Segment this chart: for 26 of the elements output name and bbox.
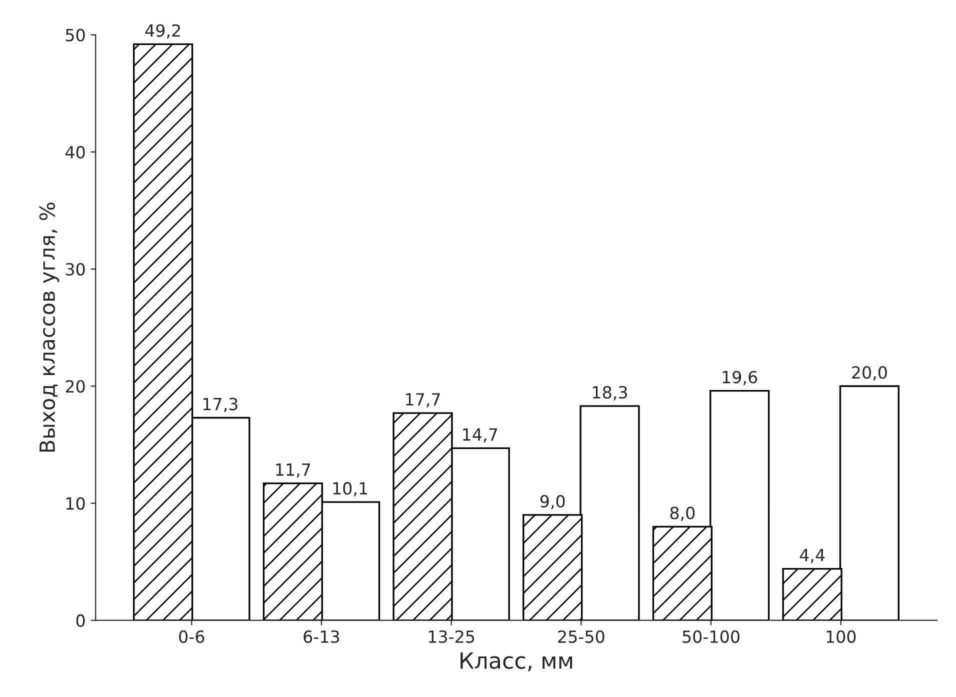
y-tick-label: 40 (65, 146, 85, 159)
data-label: 20,0 (852, 366, 887, 380)
data-label: 49,2 (145, 24, 180, 39)
y-tick-label: 0 (76, 614, 85, 627)
x-tick-label: 25-50 (558, 630, 604, 643)
data-label: 14,7 (463, 428, 498, 443)
data-label: 19,6 (722, 370, 758, 386)
y-axis-title: Выход классов угля, % (39, 202, 60, 452)
y-tick-label: 50 (66, 28, 85, 42)
y-tick-label: 30 (66, 263, 85, 276)
data-label: 10,1 (333, 482, 368, 496)
data-label: 18,3 (593, 386, 627, 400)
x-tick-label: 13-25 (428, 630, 474, 643)
x-tick-label: 100 (826, 630, 856, 643)
y-tick-label: 20 (66, 380, 85, 393)
data-label: 17,3 (203, 398, 238, 412)
data-label: 8,0 (670, 506, 695, 521)
x-tick-label: 50-100 (682, 630, 740, 643)
y-tick-label: 10 (66, 497, 85, 510)
data-label: 17,7 (406, 393, 440, 408)
data-label: 9,0 (540, 494, 565, 510)
x-tick-label: 6-13 (304, 630, 340, 643)
data-label: 4,4 (800, 549, 825, 564)
data-label: 11,7 (276, 464, 310, 478)
x-tick-label: 0-6 (179, 630, 204, 643)
x-axis-title: Класс, мм (460, 652, 572, 672)
